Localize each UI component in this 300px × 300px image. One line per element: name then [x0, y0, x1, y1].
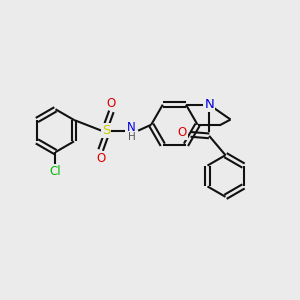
Text: H: H	[128, 132, 135, 142]
Text: O: O	[178, 126, 187, 140]
Text: S: S	[102, 124, 110, 137]
Text: O: O	[107, 97, 116, 110]
Text: N: N	[204, 98, 214, 111]
Text: N: N	[127, 121, 136, 134]
Text: O: O	[96, 152, 105, 165]
Text: Cl: Cl	[50, 165, 61, 178]
